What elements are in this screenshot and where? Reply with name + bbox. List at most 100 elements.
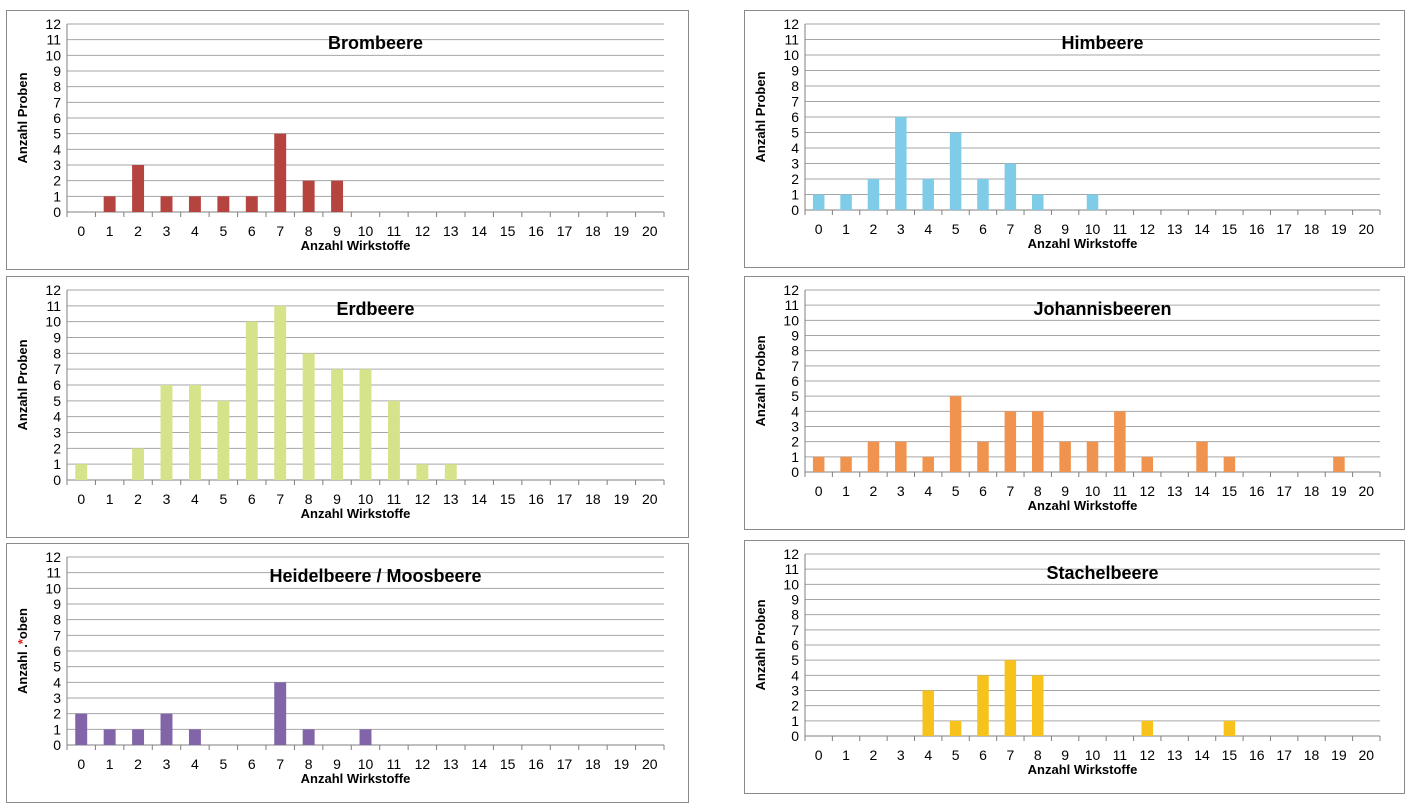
x-tick-label: 17: [557, 223, 573, 239]
x-tick-label: 16: [1249, 747, 1265, 763]
y-tick-label: 11: [784, 297, 799, 313]
x-tick-label: 19: [614, 491, 630, 507]
bar: [132, 165, 145, 212]
x-tick-label: 13: [1167, 483, 1183, 499]
y-tick-label: 12: [783, 282, 799, 298]
x-tick-label: 16: [528, 223, 544, 239]
y-tick-label: 2: [53, 173, 61, 189]
y-tick-label: 2: [53, 440, 61, 456]
x-tick-label: 14: [471, 223, 487, 239]
bar: [812, 456, 825, 472]
chart-panel-brombeere: 0 1 2 3 4 5 6 7 8 9 10 11 12 0 1 2 3 4 5 6 7 8 9 10 11 12 13 14 15 16…: [6, 10, 689, 270]
bar: [274, 305, 287, 480]
x-tick-label: 7: [276, 756, 284, 772]
y-tick-label: 7: [53, 361, 61, 377]
bar: [188, 196, 201, 212]
y-tick-label: 10: [783, 47, 799, 63]
y-tick-label: 8: [53, 345, 61, 361]
x-tick-label: 18: [1304, 221, 1320, 237]
x-tick-label: 19: [1331, 221, 1347, 237]
x-tick-label: 12: [415, 756, 431, 772]
x-tick-label: 14: [471, 491, 487, 507]
bar: [922, 690, 934, 736]
x-tick-label: 0: [815, 221, 823, 237]
y-tick-label: 5: [53, 659, 61, 675]
x-tick-label: 10: [358, 223, 374, 239]
bar: [840, 456, 852, 472]
chart-title: Johannisbeeren: [1033, 299, 1171, 319]
bar: [1114, 411, 1126, 472]
bar: [75, 464, 88, 480]
x-tick-label: 4: [924, 483, 932, 499]
y-tick-label: 6: [791, 637, 799, 653]
chart-panel-erdbeere: 0 1 2 3 4 5 6 7 8 9 10 11 12 0 1 2 3 4 5 6 7 8 9 10 11 12 13 14 15 16…: [6, 276, 689, 538]
bar: [245, 321, 258, 480]
bar: [1333, 456, 1345, 472]
x-tick-label: 1: [106, 491, 114, 507]
y-tick-label: 1: [791, 187, 799, 203]
x-tick-label: 18: [1304, 483, 1320, 499]
x-tick-label: 17: [557, 756, 573, 772]
x-tick-label: 4: [191, 756, 199, 772]
x-tick-label: 15: [500, 491, 516, 507]
x-tick-label: 12: [415, 223, 431, 239]
x-tick-label: 6: [979, 747, 987, 763]
x-tick-label: 19: [614, 223, 630, 239]
y-tick-label: 0: [791, 202, 799, 218]
bar: [867, 441, 880, 472]
x-tick-label: 20: [642, 223, 658, 239]
bar: [1086, 441, 1099, 472]
x-tick-label: 8: [1034, 221, 1042, 237]
y-tick-label: 10: [45, 580, 61, 596]
bar: [245, 196, 258, 212]
y-tick-label: 8: [791, 78, 799, 94]
x-tick-label: 13: [1167, 747, 1183, 763]
x-tick-label: 4: [191, 491, 199, 507]
x-axis-label: Anzahl Wirkstoffe: [301, 771, 411, 786]
x-tick-label: 10: [358, 491, 374, 507]
bar: [1141, 720, 1154, 736]
x-tick-label: 15: [500, 223, 516, 239]
x-tick-label: 9: [1061, 483, 1069, 499]
y-tick-label: 0: [53, 737, 61, 753]
x-tick-label: 6: [248, 756, 256, 772]
chart-panel-heidelbeere-moosbeere: 0 1 2 3 4 5 6 7 8 9 10 11 12 0 1 2 3 4 5 6 7 8 9 10 11 12 13 14 15 16…: [6, 543, 689, 803]
x-tick-label: 6: [248, 491, 256, 507]
x-tick-label: 14: [471, 756, 487, 772]
bar: [302, 353, 315, 480]
x-tick-label: 13: [1167, 221, 1183, 237]
x-axis-label: Anzahl Wirkstoffe: [301, 238, 411, 253]
x-tick-label: 11: [387, 491, 402, 507]
x-tick-label: 8: [305, 491, 313, 507]
y-tick-label: 2: [791, 434, 799, 450]
y-tick-label: 4: [791, 403, 799, 419]
x-tick-label: 7: [1006, 747, 1014, 763]
y-tick-label: 2: [791, 171, 799, 187]
x-tick-label: 5: [952, 221, 960, 237]
y-axis-label: Anzahl Proben: [15, 339, 30, 430]
bar: [977, 441, 989, 472]
y-tick-label: 7: [53, 627, 61, 643]
x-tick-label: 3: [897, 483, 905, 499]
x-tick-label: 3: [163, 223, 171, 239]
bar: [132, 448, 145, 480]
x-tick-label: 19: [1331, 483, 1347, 499]
x-tick-label: 10: [1085, 747, 1101, 763]
y-axis-label: Anzahl Proben: [753, 71, 768, 162]
x-tick-label: 8: [1034, 483, 1042, 499]
x-tick-label: 19: [614, 756, 630, 772]
bar: [160, 196, 173, 212]
x-tick-label: 5: [219, 223, 227, 239]
y-tick-label: 10: [783, 312, 799, 328]
x-tick-label: 16: [1249, 483, 1265, 499]
bar: [1086, 194, 1099, 210]
y-tick-label: 12: [783, 546, 799, 562]
y-tick-label: 9: [53, 330, 61, 346]
x-tick-label: 3: [163, 756, 171, 772]
bar: [1004, 163, 1017, 210]
x-tick-label: 12: [1139, 483, 1155, 499]
bar: [331, 369, 344, 480]
y-tick-label: 7: [53, 94, 61, 110]
